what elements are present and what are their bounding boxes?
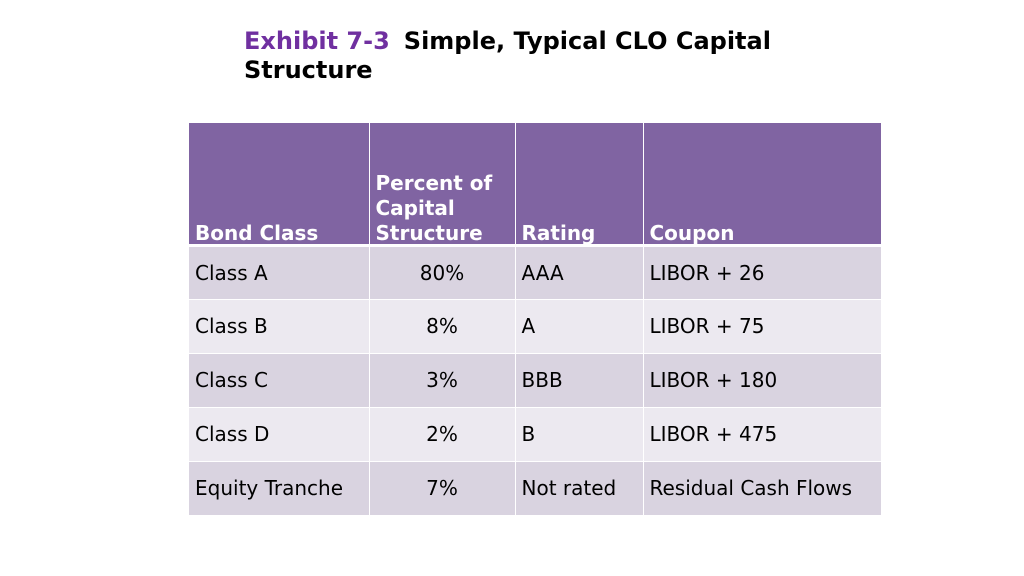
cell-bond-class: Equity Tranche — [189, 461, 370, 516]
cell-bond-class: Class D — [189, 407, 370, 462]
cell-bond-class: Class A — [189, 245, 370, 300]
cell-coupon: LIBOR + 75 — [643, 299, 881, 354]
table-row: Class A 80% AAA LIBOR + 26 — [189, 245, 881, 300]
cell-rating: Not rated — [515, 461, 644, 516]
cell-rating: A — [515, 299, 644, 354]
cell-bond-class: Class B — [189, 299, 370, 354]
cell-coupon: LIBOR + 26 — [643, 245, 881, 300]
cell-rating: BBB — [515, 353, 644, 408]
header-rating: Rating — [515, 123, 644, 247]
header-coupon: Coupon — [643, 123, 881, 247]
cell-percent: 8% — [369, 299, 516, 354]
header-percent-line2: Capital — [375, 195, 455, 220]
cell-percent: 2% — [369, 407, 516, 462]
clo-capital-structure-table: Bond Class Percent of Capital Structure Ra… — [189, 123, 881, 516]
table-row: Class C 3% BBB LIBOR + 180 — [189, 353, 881, 408]
table-row: Class D 2% B LIBOR + 475 — [189, 407, 881, 462]
cell-rating: B — [515, 407, 644, 462]
exhibit-title-line1: Simple, Typical CLO Capital — [403, 27, 771, 55]
header-percent-line3: Structure — [375, 220, 483, 245]
table-row: Class B 8% A LIBOR + 75 — [189, 299, 881, 354]
cell-percent: 80% — [369, 245, 516, 300]
cell-coupon: LIBOR + 475 — [643, 407, 881, 462]
table-header-row: Bond Class Percent of Capital Structure Ra… — [189, 123, 881, 247]
cell-percent: 7% — [369, 461, 516, 516]
exhibit-number: Exhibit 7-3 — [244, 27, 390, 55]
exhibit-title-line2: Structure — [244, 56, 373, 84]
cell-coupon: LIBOR + 180 — [643, 353, 881, 408]
header-percent-line1: Percent of — [375, 170, 493, 195]
table-row: Equity Tranche 7% Not rated Residual Cas… — [189, 461, 881, 516]
cell-bond-class: Class C — [189, 353, 370, 408]
cell-coupon: Residual Cash Flows — [643, 461, 881, 516]
header-percent-of-capital-structure: Percent of Capital Structure — [369, 123, 516, 247]
cell-percent: 3% — [369, 353, 516, 408]
cell-rating: AAA — [515, 245, 644, 300]
header-bond-class: Bond Class — [189, 123, 370, 247]
exhibit-title: Exhibit 7-3 Simple, Typical CLO Capital S… — [244, 27, 864, 85]
